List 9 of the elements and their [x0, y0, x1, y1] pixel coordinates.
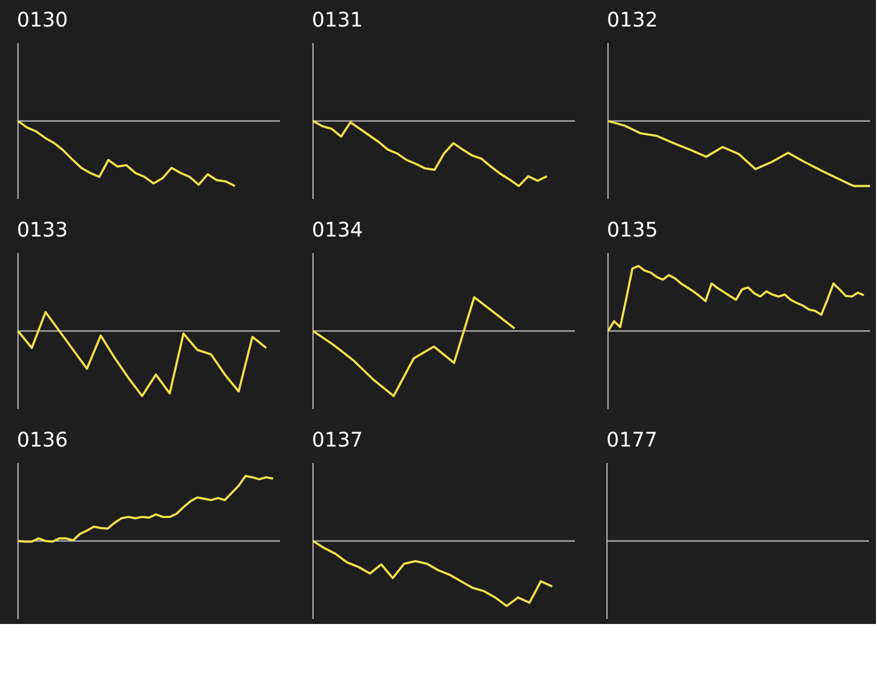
- chart-title: 0137: [312, 427, 363, 452]
- chart-title: 0135: [606, 217, 658, 242]
- chart-title: 0136: [16, 427, 68, 452]
- chart-title: 0132: [606, 7, 658, 32]
- chart-title: 0134: [312, 217, 363, 242]
- chart-title: 0133: [16, 217, 68, 242]
- chart-title: 0130: [16, 7, 68, 32]
- chart-title: 0131: [312, 7, 363, 32]
- text: 0177: [606, 427, 658, 452]
